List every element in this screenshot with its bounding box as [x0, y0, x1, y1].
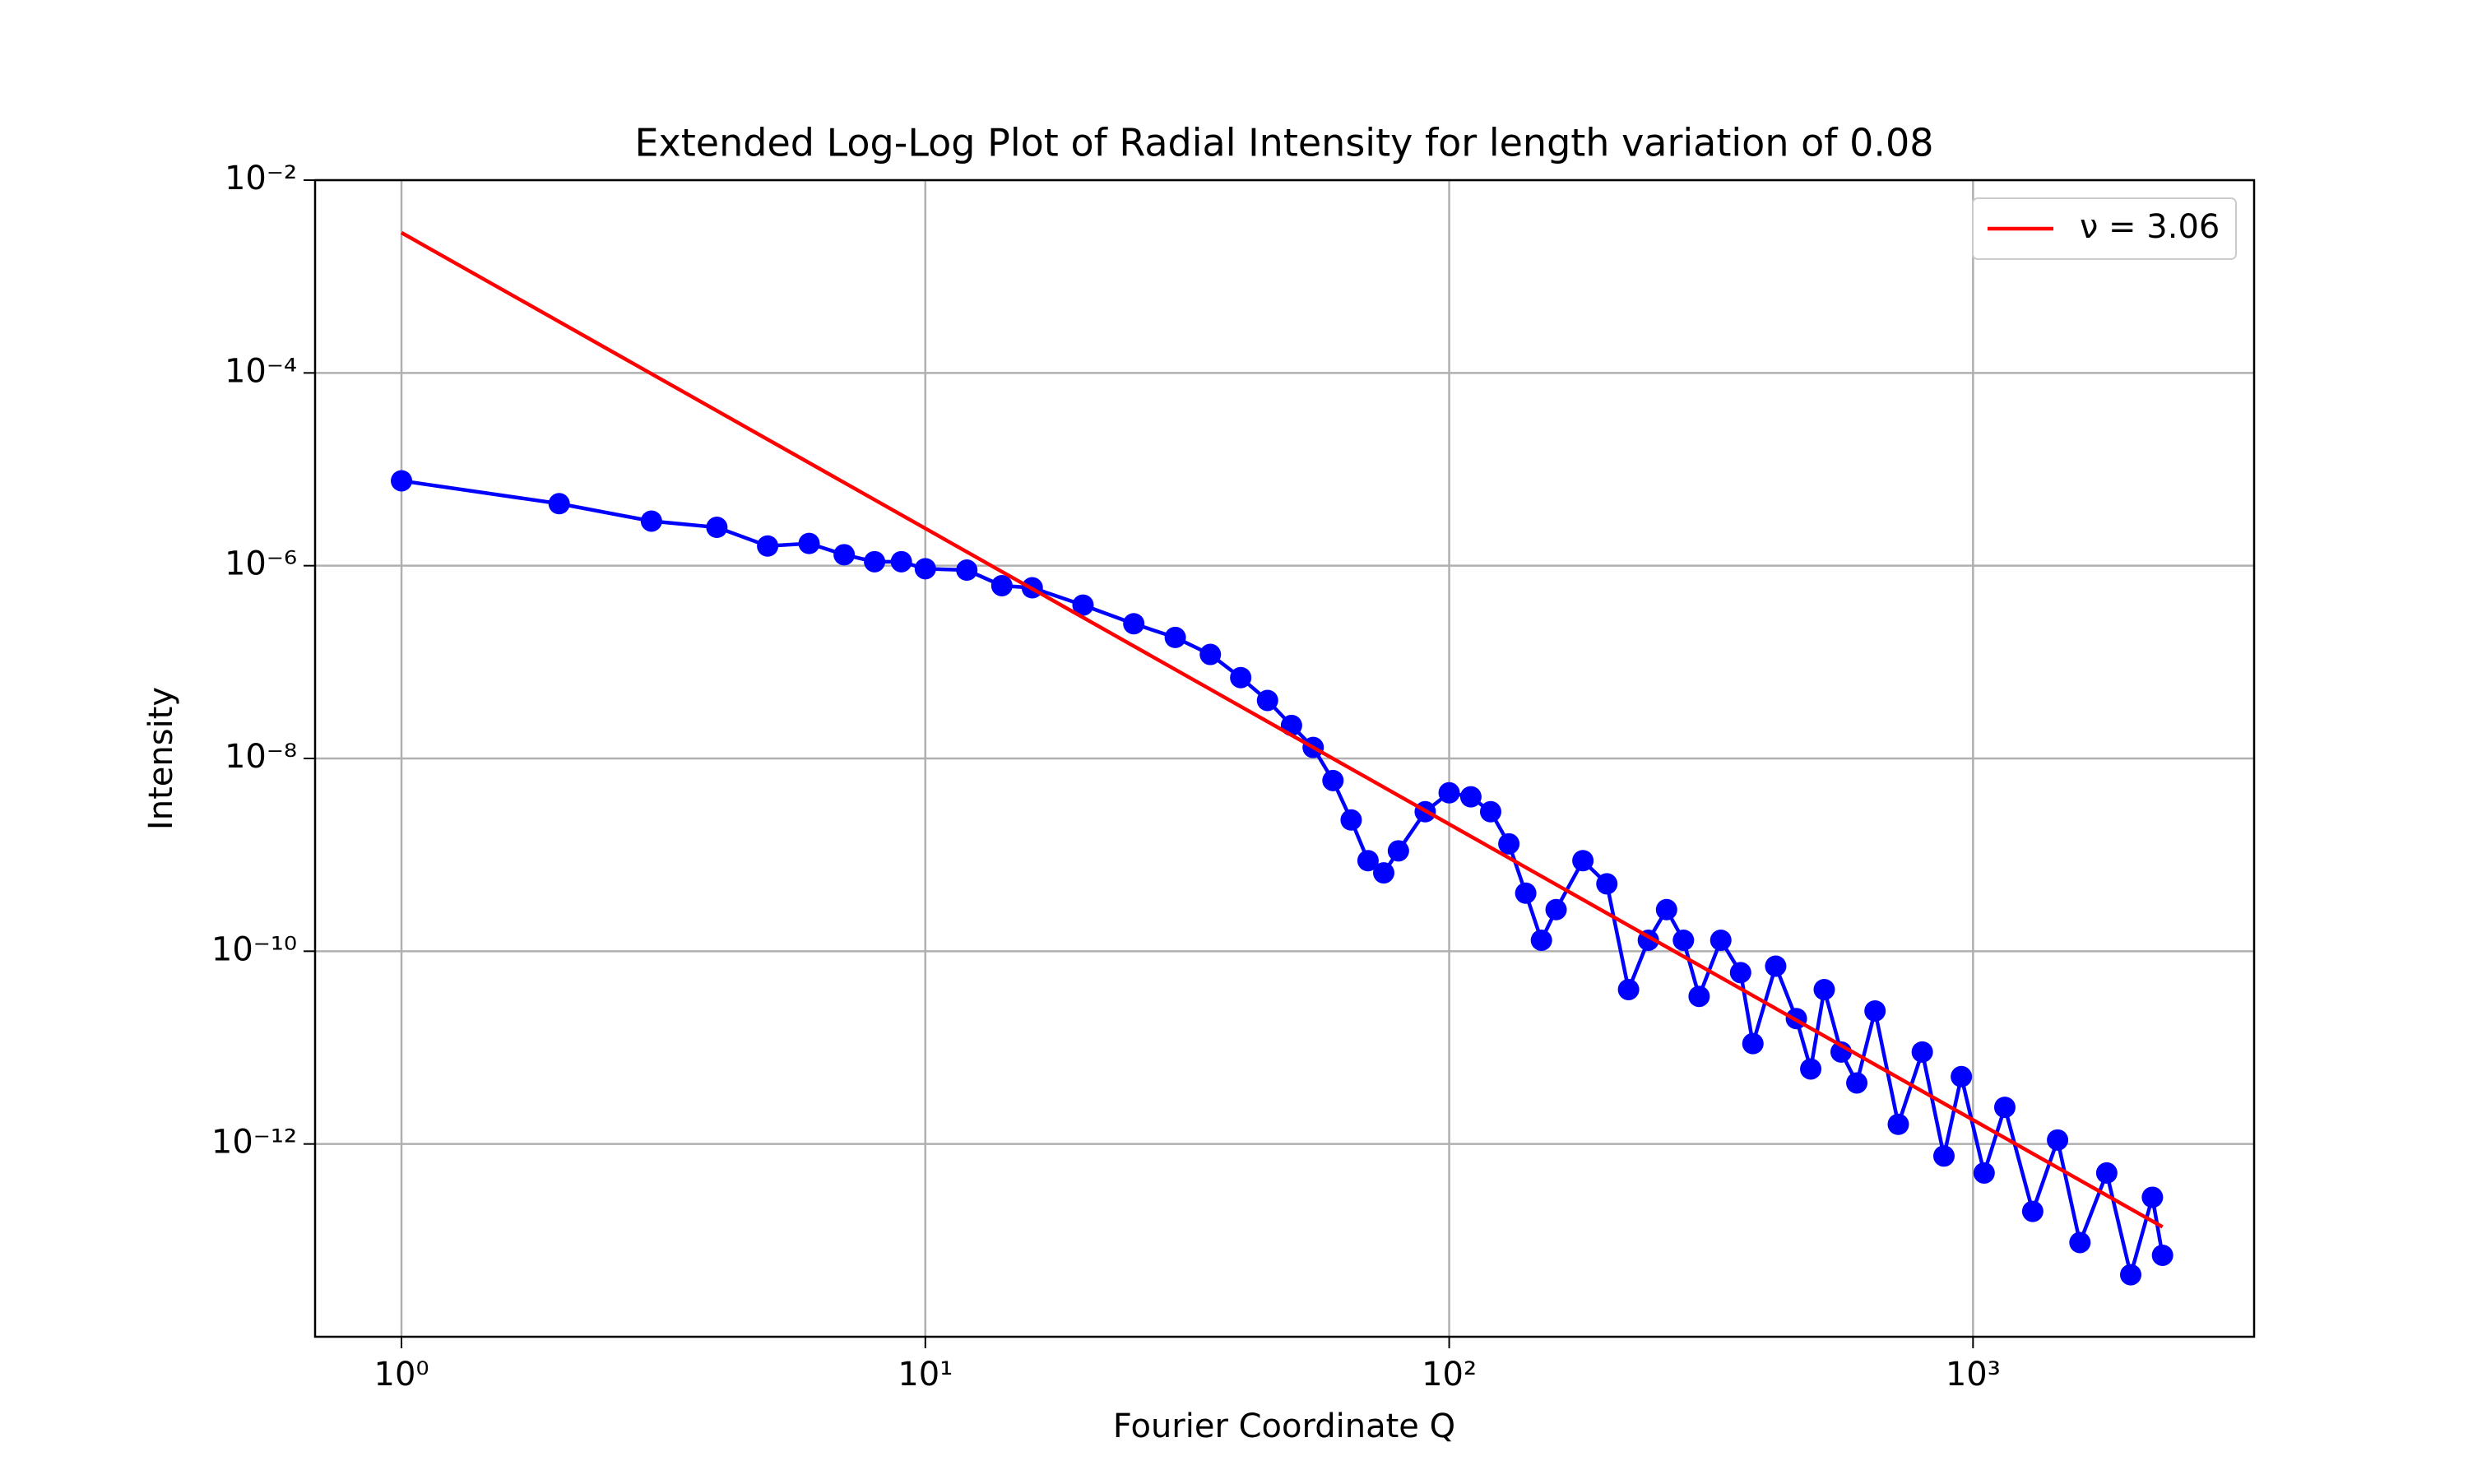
data-point [956, 559, 978, 582]
data-point [1596, 873, 1618, 895]
data-point [1164, 626, 1186, 648]
data-point [2151, 1244, 2173, 1266]
x-tick-label: 10² [1422, 1356, 1477, 1394]
data-point [757, 535, 779, 557]
data-point [1765, 955, 1787, 977]
data-point [1973, 1162, 1995, 1184]
data-point [706, 517, 728, 539]
data-point [1373, 862, 1395, 884]
y-tick-label: 10⁻¹⁰ [211, 930, 297, 968]
data-point [890, 550, 912, 573]
data-point [2069, 1231, 2091, 1254]
data-point [391, 470, 413, 492]
data-point [914, 558, 936, 580]
y-tick-label: 10⁻⁸ [225, 738, 297, 776]
x-tick-label: 10⁰ [374, 1356, 429, 1394]
data-point [1072, 594, 1094, 616]
data-point [2141, 1186, 2164, 1208]
data-point [1993, 1097, 2016, 1119]
data-point [833, 544, 856, 566]
data-point [1911, 1041, 1933, 1063]
data-point [990, 574, 1013, 596]
data-point [1387, 840, 1409, 862]
data-point [1729, 962, 1751, 984]
data-point [798, 532, 820, 554]
data-point [1672, 929, 1695, 951]
data-point [1438, 781, 1460, 804]
data-point [1864, 999, 1886, 1022]
data-point [1951, 1065, 1973, 1087]
data-point [1932, 1145, 1955, 1167]
legend-box [1972, 197, 2237, 260]
y-tick-label: 10⁻⁴ [225, 352, 297, 390]
data-point [864, 550, 886, 573]
data-point [2047, 1129, 2069, 1151]
data-point [1479, 800, 1501, 823]
data-point [1688, 985, 1710, 1008]
data-point [1742, 1032, 1764, 1055]
legend-label: ν = 3.06 [2080, 208, 2220, 246]
data-point [1617, 978, 1640, 1000]
data-point [1256, 689, 1278, 712]
data-point [2095, 1162, 2118, 1184]
y-axis-label: Intensity [142, 687, 180, 830]
data-point [1813, 978, 1835, 1000]
data-point [1710, 929, 1732, 951]
x-tick-label: 10¹ [898, 1356, 953, 1394]
data-point [2120, 1264, 2142, 1286]
data-point [1800, 1058, 1822, 1080]
data-point [1199, 643, 1222, 665]
y-tick-label: 10⁻⁶ [225, 545, 297, 583]
data-point [1545, 898, 1567, 921]
data-point [1123, 613, 1145, 635]
data-point [640, 510, 662, 532]
data-point [1846, 1072, 1868, 1094]
data-point [1530, 929, 1552, 951]
data-point [1322, 769, 1344, 791]
data-point [548, 493, 570, 515]
series-line [401, 479, 2164, 1276]
y-tick-label: 10⁻² [225, 160, 297, 197]
x-axis-label: Fourier Coordinate Q [1113, 1407, 1455, 1445]
data-point [1357, 850, 1379, 872]
plot-frame [313, 179, 2256, 1338]
data-point [1340, 809, 1362, 831]
x-tick-label: 10³ [1946, 1356, 2001, 1394]
series-line [400, 230, 2164, 1229]
data-point [1498, 832, 1520, 855]
data-point [1230, 666, 1252, 689]
data-point [2021, 1200, 2044, 1222]
data-point [1887, 1113, 1909, 1135]
data-point [1572, 850, 1594, 872]
data-point [1655, 898, 1677, 921]
chart-title: Extended Log-Log Plot of Radial Intensit… [634, 121, 1933, 165]
data-point [1515, 882, 1537, 904]
y-tick-label: 10⁻¹² [211, 1124, 297, 1162]
data-point [1459, 786, 1482, 808]
